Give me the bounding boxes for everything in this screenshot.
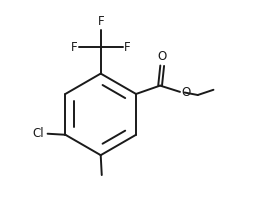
Text: F: F	[124, 41, 131, 54]
Text: O: O	[158, 50, 167, 63]
Text: F: F	[70, 41, 77, 54]
Text: Cl: Cl	[33, 127, 44, 140]
Text: F: F	[98, 15, 104, 28]
Text: O: O	[182, 86, 191, 99]
